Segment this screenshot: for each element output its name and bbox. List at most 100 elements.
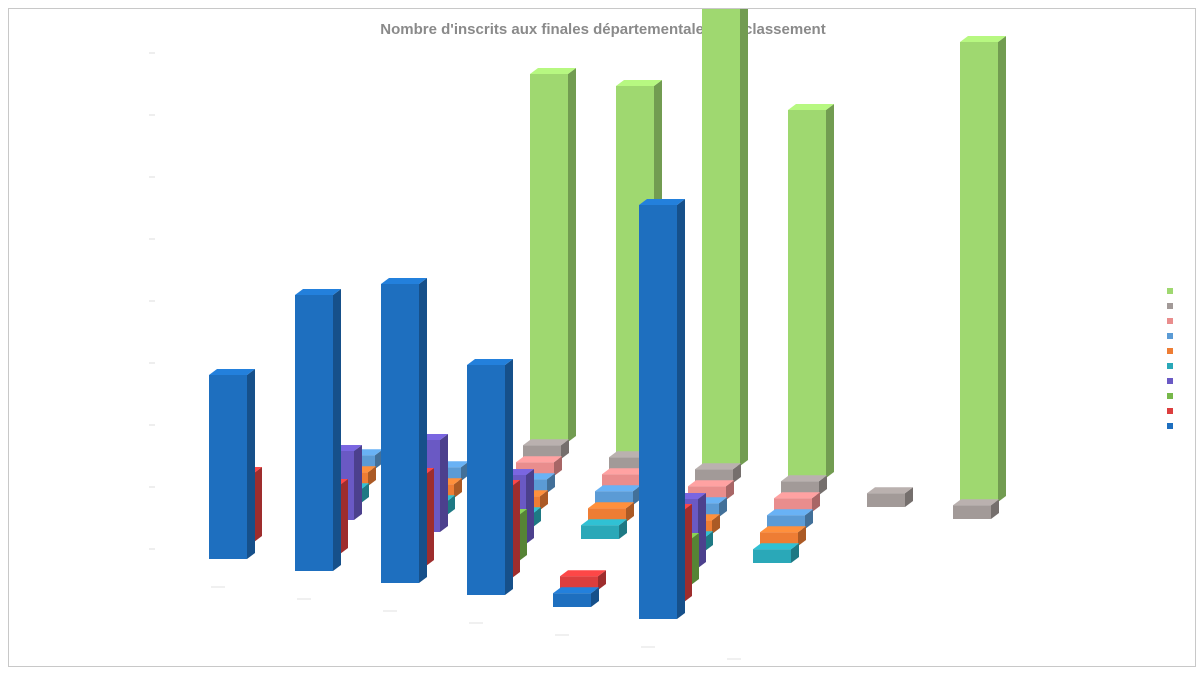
bar-side — [712, 514, 720, 534]
bar — [530, 68, 576, 442]
bar-side — [698, 493, 706, 568]
bar-top — [639, 199, 685, 205]
bar-top — [960, 36, 1006, 42]
bar-side — [254, 467, 262, 542]
legend-item — [1167, 403, 1176, 418]
bar — [295, 289, 341, 571]
bar — [523, 439, 569, 459]
bar — [781, 475, 827, 495]
bar-front — [609, 457, 647, 471]
bar-top — [560, 570, 606, 577]
legend-swatch — [1167, 392, 1173, 399]
legend-item — [1167, 388, 1176, 403]
bar-side — [454, 478, 462, 498]
bar-front — [467, 365, 505, 595]
bar-side — [512, 480, 520, 578]
bar — [595, 485, 641, 505]
chart-plot — [149, 9, 1006, 660]
legend-item — [1167, 328, 1176, 343]
bar-top — [753, 543, 799, 550]
bar-front — [760, 532, 798, 546]
legend-item — [1167, 343, 1176, 358]
bar — [467, 359, 513, 595]
bar-side — [740, 9, 748, 466]
bar — [381, 278, 427, 583]
bar-front — [209, 375, 247, 559]
bar — [560, 570, 606, 590]
bar-top — [953, 499, 999, 506]
legend-item — [1167, 373, 1176, 388]
legend-swatch — [1167, 302, 1173, 309]
bar-front — [595, 491, 633, 505]
bar-top — [588, 502, 634, 509]
bar-top — [530, 68, 576, 74]
bar — [209, 369, 255, 559]
legend-swatch — [1167, 362, 1173, 369]
bar-side — [547, 473, 555, 493]
bar-side — [354, 445, 362, 520]
bar-side — [419, 278, 427, 583]
value-axis — [149, 52, 155, 550]
bar-side — [684, 504, 692, 602]
legend-swatch — [1167, 422, 1173, 429]
bar-side — [426, 468, 434, 566]
chart-frame: Nombre d'inscrits aux finales départemen… — [8, 8, 1196, 667]
bar-front — [753, 549, 791, 563]
bar-top — [602, 468, 648, 475]
legend-item — [1167, 283, 1176, 298]
legend-item — [1167, 358, 1176, 373]
bar-side — [726, 480, 734, 500]
chart-legend — [1167, 283, 1176, 433]
bar-front — [788, 110, 826, 478]
legend-item — [1167, 313, 1176, 328]
bar-front — [767, 515, 805, 529]
bar-side — [540, 490, 548, 510]
series-2 — [516, 456, 820, 512]
bar — [581, 519, 627, 539]
bar — [753, 543, 799, 563]
bar-side — [447, 495, 455, 515]
bar-side — [826, 104, 834, 478]
bar-front — [581, 525, 619, 539]
bar-side — [440, 434, 448, 532]
bar-side — [691, 533, 699, 585]
bar-top — [523, 439, 569, 446]
legend-item — [1167, 418, 1176, 433]
bar-front — [530, 74, 568, 442]
bar-side — [677, 199, 685, 619]
bar — [774, 492, 820, 512]
bar — [867, 487, 913, 507]
bar-side — [568, 68, 576, 442]
bar-top — [767, 509, 813, 516]
legend-swatch — [1167, 347, 1173, 354]
bar-side — [505, 359, 513, 595]
bar-side — [626, 502, 634, 522]
bar-side — [798, 526, 806, 546]
bar-side — [340, 479, 348, 554]
bar — [767, 509, 813, 529]
bar-side — [991, 499, 999, 519]
bar — [702, 9, 748, 466]
bar-front — [381, 284, 419, 583]
bar — [960, 36, 1006, 502]
bar-front — [702, 9, 740, 466]
bar-side — [791, 543, 799, 563]
bar-top — [695, 463, 741, 470]
bar — [788, 104, 834, 478]
bar-side — [705, 531, 713, 551]
bar-front — [560, 576, 598, 590]
legend-swatch — [1167, 377, 1173, 384]
bar-front — [695, 469, 733, 483]
legend-swatch — [1167, 317, 1173, 324]
bar-front — [295, 295, 333, 571]
bar-side — [819, 475, 827, 495]
legend-item — [1167, 298, 1176, 313]
bar-front — [553, 593, 591, 607]
bar-side — [561, 439, 569, 459]
bar — [695, 463, 741, 483]
legend-swatch — [1167, 287, 1173, 294]
bar-side — [812, 492, 820, 512]
legend-swatch — [1167, 332, 1173, 339]
bar-front — [774, 498, 812, 512]
bar-top — [381, 278, 427, 284]
